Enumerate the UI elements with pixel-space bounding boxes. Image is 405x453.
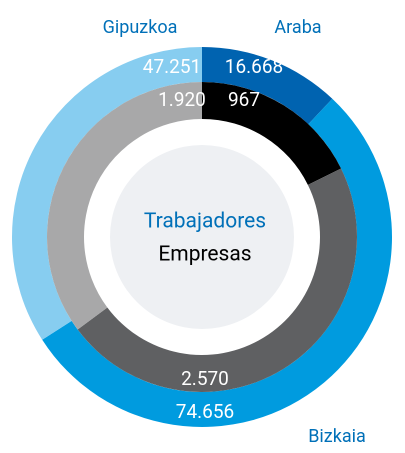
value-label: 74.656 bbox=[176, 400, 234, 423]
series-name: Trabajadores bbox=[144, 210, 266, 234]
donut-segment bbox=[202, 47, 333, 125]
value-label: 47.251 bbox=[143, 55, 201, 78]
category-label: Araba bbox=[274, 17, 321, 38]
value-label: 16.668 bbox=[225, 55, 283, 78]
value-label: 1.920 bbox=[158, 88, 206, 111]
category-label: Bizkaia bbox=[308, 426, 366, 447]
donut-segment bbox=[42, 98, 393, 428]
donut-segment bbox=[46, 81, 203, 330]
donut-segment bbox=[202, 82, 342, 185]
donut-segment bbox=[77, 168, 358, 393]
center-disc bbox=[110, 145, 294, 329]
donut-segment bbox=[11, 46, 203, 340]
value-label: 967 bbox=[228, 88, 260, 111]
category-label: Gipuzkoa bbox=[103, 17, 178, 38]
series-name: Empresas bbox=[158, 243, 251, 267]
value-label: 2.570 bbox=[181, 367, 229, 390]
